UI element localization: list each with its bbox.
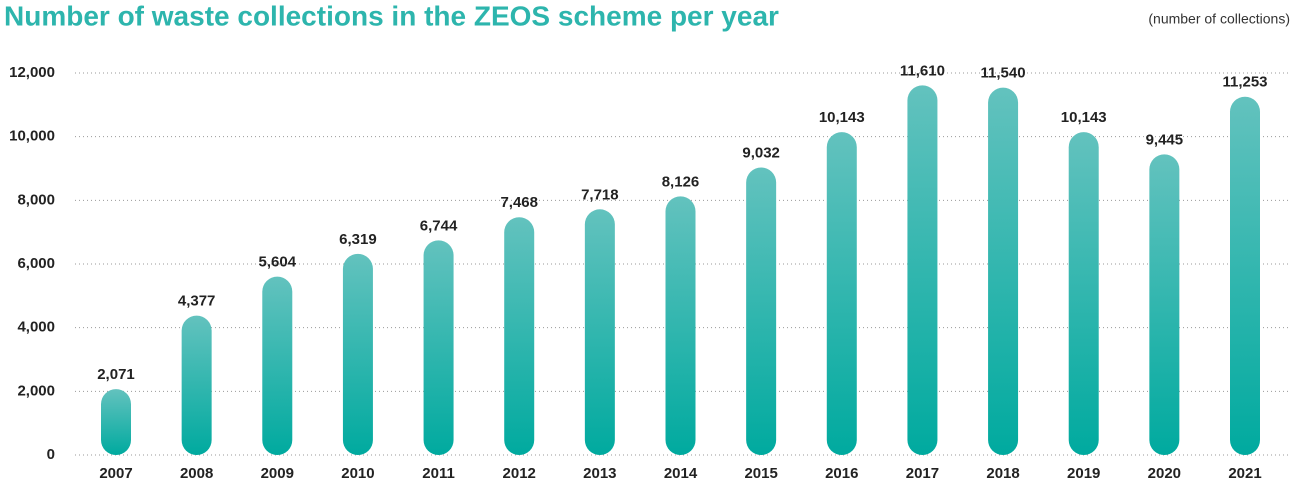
bar	[423, 240, 454, 455]
bar	[746, 167, 777, 456]
y-tick-label: 10,000	[9, 128, 55, 145]
x-tick-label: 2012	[503, 465, 536, 482]
value-label: 9,445	[1146, 131, 1184, 148]
x-tick-label: 2010	[341, 465, 374, 482]
bar	[584, 209, 615, 455]
y-tick-label: 12,000	[9, 64, 55, 81]
value-label: 10,143	[1061, 109, 1107, 126]
value-label: 6,744	[420, 217, 458, 234]
value-label: 8,126	[662, 173, 700, 190]
value-label: 11,253	[1222, 74, 1267, 91]
value-label: 2,071	[97, 366, 135, 383]
value-label: 7,468	[500, 194, 538, 211]
y-tick-label: 0	[47, 446, 55, 463]
x-tick-label: 2016	[825, 465, 858, 482]
x-tick-label: 2011	[422, 465, 455, 482]
value-label: 9,032	[742, 144, 780, 161]
x-tick-label: 2013	[583, 465, 616, 482]
value-label: 5,604	[259, 254, 297, 271]
bar	[826, 132, 857, 455]
chart-title: Number of waste collections in the ZEOS …	[4, 0, 779, 31]
bar	[988, 87, 1019, 455]
bar	[907, 85, 938, 455]
bar	[665, 196, 696, 455]
x-tick-label: 2020	[1148, 465, 1181, 482]
x-tick-label: 2014	[664, 465, 698, 482]
value-label: 4,377	[178, 293, 216, 310]
x-tick-label: 2018	[986, 465, 1019, 482]
chart-subtitle: (number of collections)	[1148, 11, 1290, 27]
x-tick-label: 2019	[1067, 465, 1100, 482]
bar	[504, 217, 535, 455]
bar	[1149, 154, 1180, 455]
bar	[101, 389, 131, 455]
bar	[1230, 96, 1260, 455]
x-tick-label: 2017	[906, 465, 939, 482]
bar	[1068, 132, 1099, 455]
y-tick-label: 8,000	[17, 191, 55, 208]
y-tick-label: 4,000	[17, 319, 55, 336]
x-tick-label: 2015	[744, 465, 777, 482]
value-label: 11,540	[981, 65, 1026, 82]
value-label: 7,718	[581, 186, 619, 203]
value-label: 11,610	[900, 62, 945, 79]
value-label: 6,319	[339, 231, 377, 248]
y-tick-label: 6,000	[17, 255, 55, 272]
y-tick-label: 2,000	[17, 382, 55, 399]
x-tick-label: 2008	[180, 465, 213, 482]
x-tick-label: 2009	[261, 465, 294, 482]
bar	[342, 253, 373, 455]
x-tick-label: 2007	[99, 465, 132, 482]
bar	[181, 315, 212, 455]
bar	[262, 276, 293, 455]
value-label: 10,143	[819, 109, 865, 126]
x-tick-label: 2021	[1228, 465, 1261, 482]
